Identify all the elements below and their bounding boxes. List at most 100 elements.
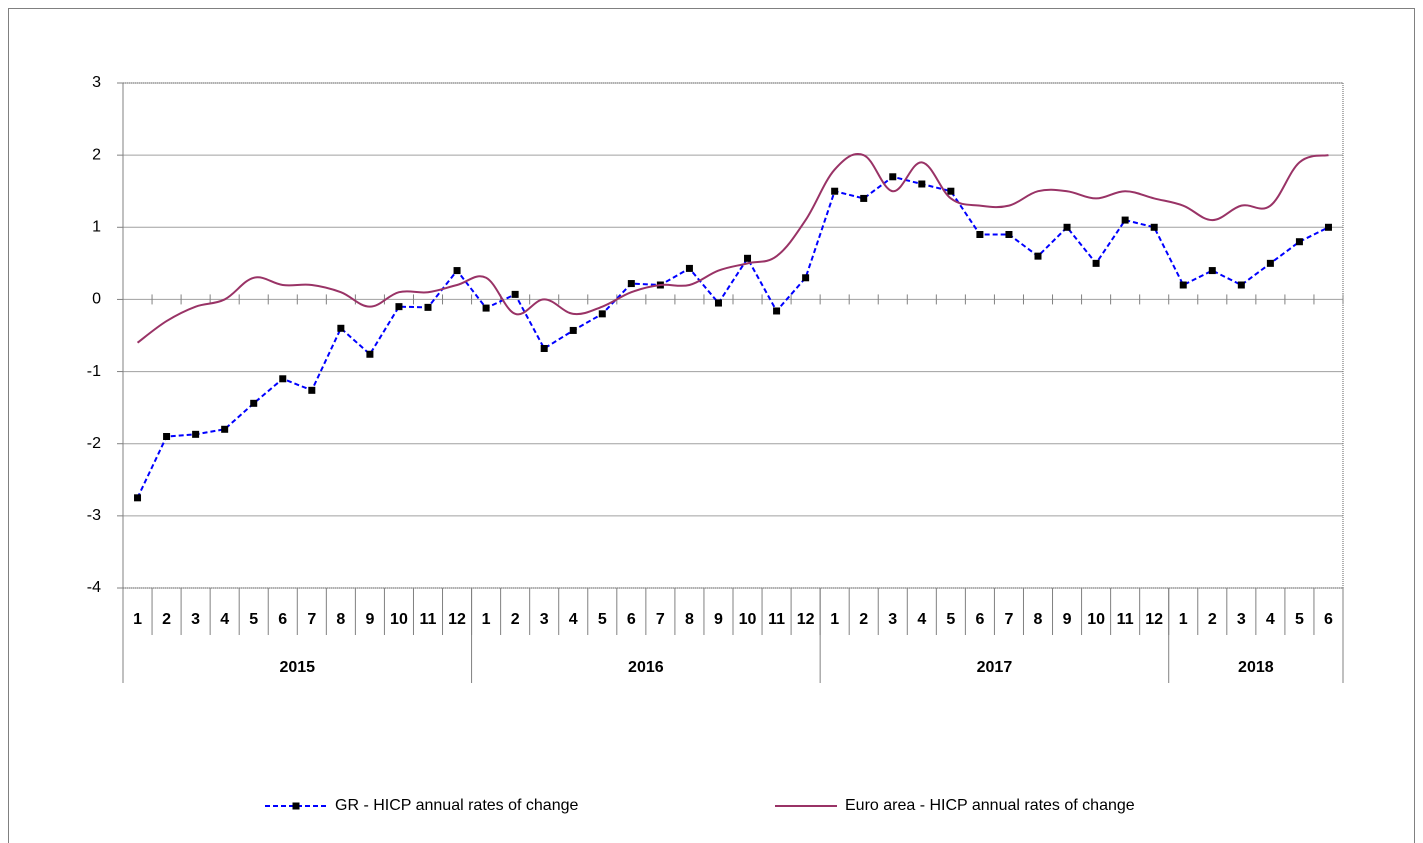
point-marker — [1034, 252, 1042, 260]
point-marker — [860, 194, 868, 202]
legend-label: Euro area - HICP annual rates of change — [845, 797, 1135, 814]
x-tick-label: 3 — [1237, 611, 1246, 628]
x-tick-label: 4 — [220, 611, 229, 628]
x-tick-label: 12 — [1145, 611, 1163, 628]
x-tick-label: 12 — [797, 611, 815, 628]
x-tick-label: 12 — [448, 611, 466, 628]
x-tick-label: 2 — [162, 611, 171, 628]
point-marker — [918, 180, 926, 188]
x-tick-label: 9 — [365, 611, 374, 628]
group-label: 2016 — [628, 659, 664, 676]
group-label: 2015 — [279, 659, 315, 676]
x-tick-label: 3 — [191, 611, 200, 628]
point-marker — [540, 344, 548, 352]
point-marker — [1208, 267, 1216, 275]
x-tick-label: 1 — [1179, 611, 1188, 628]
point-marker — [1295, 238, 1303, 246]
x-tick-label: 11 — [768, 611, 785, 628]
x-tick-label: 8 — [1034, 611, 1043, 628]
y-tick-label: 1 — [92, 219, 101, 236]
point-marker — [831, 187, 839, 195]
x-tick-label: 5 — [598, 611, 607, 628]
x-tick-label: 10 — [1087, 611, 1105, 628]
point-marker — [163, 433, 171, 440]
point-marker — [337, 324, 345, 332]
legend-marker — [292, 802, 300, 810]
series-line — [136, 153, 1329, 344]
x-tick-label: 2 — [1208, 611, 1217, 628]
legend-label: GR - HICP annual rates of change — [335, 797, 578, 814]
series-line — [136, 175, 1329, 499]
x-tick-label: 6 — [975, 611, 984, 628]
x-tick-label: 3 — [888, 611, 897, 628]
point-marker — [1005, 231, 1013, 238]
x-tick-label: 4 — [569, 611, 578, 628]
y-tick-label: 3 — [92, 74, 101, 91]
point-marker — [947, 187, 955, 195]
x-tick-label: 1 — [133, 611, 142, 628]
x-tick-label: 10 — [390, 611, 408, 628]
x-tick-label: 8 — [336, 611, 345, 628]
point-marker — [308, 386, 316, 394]
y-tick-label: 0 — [92, 291, 101, 308]
chart-frame — [8, 8, 1415, 843]
point-marker — [1237, 281, 1245, 289]
point-marker — [627, 280, 635, 288]
point-marker — [802, 274, 810, 282]
point-marker — [1324, 223, 1332, 231]
point-marker — [366, 350, 374, 358]
point-marker — [1092, 259, 1100, 267]
point-marker — [1150, 223, 1158, 231]
x-tick-label: 5 — [1295, 611, 1304, 628]
point-marker — [424, 303, 432, 311]
x-tick-label: 5 — [249, 611, 258, 628]
point-marker — [453, 267, 461, 275]
x-tick-label: 1 — [830, 611, 839, 628]
plot-border — [122, 82, 1344, 589]
group-label: 2018 — [1238, 659, 1274, 676]
x-tick-label: 9 — [714, 611, 723, 628]
x-tick-label: 10 — [739, 611, 757, 628]
x-tick-label: 9 — [1063, 611, 1072, 628]
point-marker — [889, 173, 897, 181]
y-tick-label: -3 — [87, 507, 101, 524]
point-marker — [598, 310, 606, 318]
point-marker — [192, 430, 200, 438]
point-marker — [511, 290, 519, 298]
y-tick-label: -1 — [87, 363, 101, 380]
x-tick-label: 2 — [859, 611, 868, 628]
point-marker — [395, 303, 403, 311]
point-marker — [976, 231, 984, 238]
x-tick-label: 11 — [420, 611, 437, 628]
x-tick-label: 7 — [1004, 611, 1013, 628]
x-tick-label: 4 — [917, 611, 926, 628]
x-tick-label: 2 — [511, 611, 520, 628]
point-marker — [221, 425, 229, 433]
point-marker — [685, 264, 693, 272]
point-marker — [1063, 223, 1071, 231]
point-marker — [482, 304, 490, 312]
x-tick-label: 8 — [685, 611, 694, 628]
x-tick-label: 6 — [1324, 611, 1333, 628]
y-tick-label: 2 — [92, 146, 101, 163]
x-tick-label: 6 — [627, 611, 636, 628]
point-marker — [714, 299, 722, 307]
x-tick-label: 3 — [540, 611, 549, 628]
group-label: 2017 — [977, 659, 1013, 676]
x-tick-label: 11 — [1117, 611, 1134, 628]
point-marker — [773, 307, 781, 315]
x-tick-label: 1 — [482, 611, 491, 628]
y-tick-label: -2 — [87, 435, 101, 452]
x-tick-label: 7 — [656, 611, 665, 628]
point-marker — [1266, 259, 1274, 267]
point-marker — [134, 494, 142, 502]
point-marker — [744, 254, 752, 262]
y-tick-label: -4 — [87, 579, 101, 596]
point-marker — [1121, 216, 1129, 224]
x-tick-label: 7 — [307, 611, 316, 628]
point-marker — [1179, 281, 1187, 289]
point-marker — [569, 326, 577, 334]
x-tick-label: 4 — [1266, 611, 1275, 628]
x-tick-label: 6 — [278, 611, 287, 628]
